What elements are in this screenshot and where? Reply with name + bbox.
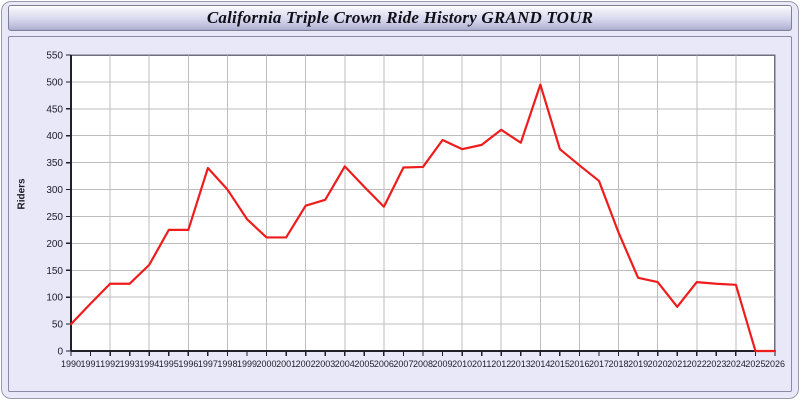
svg-text:2023: 2023 [706, 359, 726, 369]
svg-text:2000: 2000 [257, 359, 277, 369]
y-axis-ticks: 0 50 100 150 200 250 300 350 400 450 500 550 [46, 51, 71, 358]
x-axis-ticks: 1990 1991 1992 1993 1994 1995 1996 1997 1998 1999… [61, 351, 785, 369]
page-title: California Triple Crown Ride History GRA… [206, 8, 594, 27]
svg-text:200: 200 [46, 239, 63, 250]
svg-text:2022: 2022 [687, 359, 707, 369]
svg-text:50: 50 [52, 320, 64, 331]
svg-text:1996: 1996 [178, 359, 198, 369]
title-bar: California Triple Crown Ride History GRA… [8, 5, 792, 31]
svg-text:2017: 2017 [589, 359, 609, 369]
svg-text:2014: 2014 [530, 359, 550, 369]
svg-text:400: 400 [46, 131, 63, 142]
svg-text:2003: 2003 [315, 359, 335, 369]
svg-text:2025: 2025 [745, 359, 765, 369]
svg-text:2021: 2021 [667, 359, 687, 369]
svg-text:2024: 2024 [726, 359, 746, 369]
svg-text:1994: 1994 [139, 359, 159, 369]
svg-text:1998: 1998 [217, 359, 237, 369]
svg-text:2001: 2001 [276, 359, 296, 369]
svg-text:2016: 2016 [569, 359, 589, 369]
svg-text:2007: 2007 [393, 359, 413, 369]
svg-text:1992: 1992 [100, 359, 120, 369]
svg-text:2010: 2010 [452, 359, 472, 369]
svg-text:150: 150 [46, 266, 63, 277]
svg-text:2026: 2026 [765, 359, 785, 369]
svg-text:100: 100 [46, 293, 63, 304]
svg-text:2012: 2012 [491, 359, 511, 369]
svg-text:1991: 1991 [81, 359, 101, 369]
svg-text:1990: 1990 [61, 359, 81, 369]
svg-text:2013: 2013 [511, 359, 531, 369]
svg-text:1995: 1995 [159, 359, 179, 369]
chart-svg-holder: 0 50 100 150 200 250 300 350 400 450 500 550 1990 199… [9, 37, 793, 393]
grid-lines [71, 54, 776, 351]
svg-text:350: 350 [46, 158, 63, 169]
svg-text:2020: 2020 [648, 359, 668, 369]
svg-text:0: 0 [57, 347, 63, 358]
svg-text:500: 500 [46, 77, 63, 88]
svg-text:2015: 2015 [550, 359, 570, 369]
svg-text:2018: 2018 [609, 359, 629, 369]
svg-text:2009: 2009 [433, 359, 453, 369]
svg-text:2008: 2008 [413, 359, 433, 369]
svg-text:2006: 2006 [374, 359, 394, 369]
svg-text:450: 450 [46, 104, 63, 115]
svg-text:300: 300 [46, 185, 63, 196]
svg-text:550: 550 [46, 51, 63, 62]
svg-text:2011: 2011 [472, 359, 491, 369]
svg-text:1999: 1999 [237, 359, 257, 369]
svg-text:1997: 1997 [198, 359, 218, 369]
svg-text:2004: 2004 [335, 359, 355, 369]
svg-text:2019: 2019 [628, 359, 648, 369]
data-series-line [69, 83, 777, 353]
svg-text:2005: 2005 [354, 359, 374, 369]
svg-text:250: 250 [46, 212, 63, 223]
plot-panel: Riders 0 50 100 150 200 250 300 350 400 450 500 550… [8, 36, 792, 392]
svg-text:2002: 2002 [296, 359, 316, 369]
svg-text:1993: 1993 [120, 359, 140, 369]
